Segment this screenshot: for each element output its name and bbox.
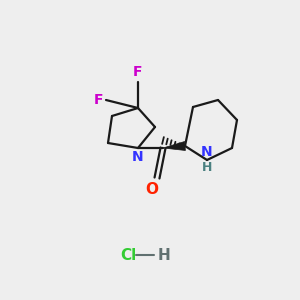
Polygon shape [163, 142, 185, 151]
Text: Cl: Cl [120, 248, 136, 262]
Text: N: N [201, 145, 213, 159]
Text: F: F [133, 65, 143, 79]
Text: N: N [132, 150, 144, 164]
Text: F: F [94, 93, 103, 107]
Text: H: H [202, 161, 212, 174]
Text: O: O [146, 182, 158, 197]
Text: H: H [158, 248, 171, 262]
